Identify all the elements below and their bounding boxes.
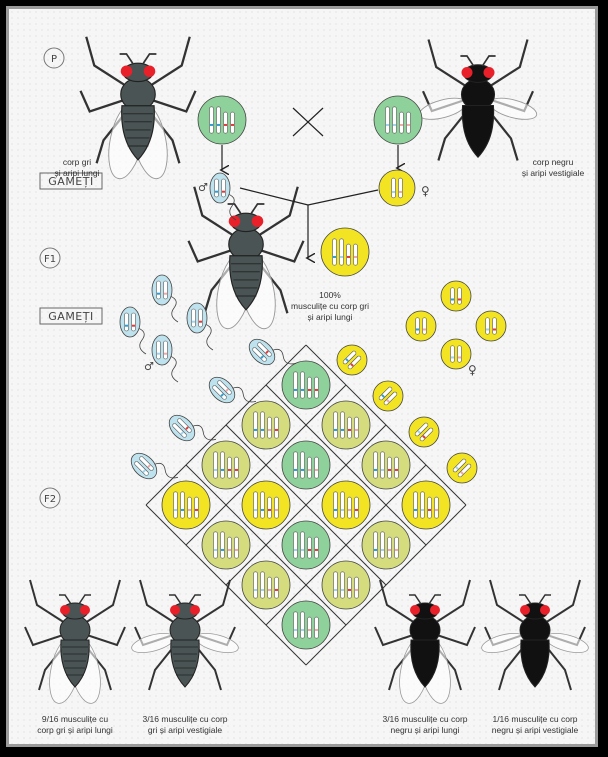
punnett-cell xyxy=(321,480,371,530)
genotype-f1 xyxy=(320,227,370,277)
generation-label-f2: F2 xyxy=(44,494,56,505)
fly-f2-gray-vestigial xyxy=(131,579,239,691)
punnett-cell xyxy=(241,400,291,450)
punnett-gamete-female xyxy=(446,452,478,484)
punnett-gamete-male xyxy=(248,338,297,366)
male-symbol: ♂ xyxy=(198,181,208,194)
punnett-cell xyxy=(161,480,211,530)
punnett-cell xyxy=(401,480,451,530)
punnett-cell xyxy=(281,520,331,570)
gametes-label-f1: GAMEȚI xyxy=(48,310,93,323)
f2-label-1: 3/16 musculițe cu corp xyxy=(142,714,227,724)
frame: P F1 F2 GAMEȚI GAMEȚI corp gri și aripi … xyxy=(6,6,598,747)
gamete-f1-female xyxy=(440,280,472,312)
f1-label-3: și aripi lungi xyxy=(308,312,353,322)
gamete-f1-female xyxy=(475,310,507,342)
punnett-cell xyxy=(241,480,291,530)
parent-female-label-1: corp negru xyxy=(533,157,574,167)
grid-line xyxy=(265,464,427,626)
f2-label-2: negru și aripi lungi xyxy=(391,725,460,735)
genotype-parent-female xyxy=(373,95,423,145)
punnett-gamete-female xyxy=(336,344,368,376)
genotype-parent-male xyxy=(197,95,247,145)
punnett-cell xyxy=(361,520,411,570)
f2-label-2: corp gri și aripi lungi xyxy=(37,725,113,735)
gamete-f1-male xyxy=(119,306,147,355)
fly-f2-gray-long xyxy=(24,579,126,704)
punnett-cell xyxy=(281,440,331,490)
grid-line xyxy=(145,504,307,666)
f1-label-1: 100% xyxy=(319,290,341,300)
gamete-f1-male xyxy=(151,274,179,323)
grid-line xyxy=(225,424,387,586)
dihybrid-cross-diagram: P F1 F2 GAMEȚI GAMEȚI corp gri și aripi … xyxy=(24,36,589,735)
punnett-cell xyxy=(321,400,371,450)
punnett-cell xyxy=(321,560,371,610)
parent-male-label-2: și aripi lungi xyxy=(55,168,100,178)
punnett-cell xyxy=(281,360,331,410)
gamete-parent-male xyxy=(209,172,237,221)
grid-line xyxy=(185,464,347,626)
punnett-gamete-male xyxy=(208,376,257,404)
generation-label-p: P xyxy=(51,54,57,65)
punnett-cell xyxy=(281,600,331,650)
f2-label-2: negru și aripi vestigiale xyxy=(492,725,579,735)
grid-line xyxy=(305,504,467,666)
gamete-f1-female xyxy=(440,338,472,370)
cross-line-2 xyxy=(292,107,324,137)
f2-label-1: 3/16 musculițe cu corp xyxy=(382,714,467,724)
gametes-label-p: GAMEȚI xyxy=(48,175,93,188)
female-symbol-f1: ♀ xyxy=(468,363,477,377)
f2-label-2: gri și aripi vestigiale xyxy=(148,725,222,735)
fertilization-lines xyxy=(239,187,379,206)
f2-label-1: 1/16 musculițe cu corp xyxy=(492,714,577,724)
punnett-cell xyxy=(201,440,251,490)
female-symbol: ♀ xyxy=(421,184,430,198)
fly-parent-gray-long-wings xyxy=(79,36,197,180)
punnett-gamete-female xyxy=(372,380,404,412)
male-symbol-f1: ♂ xyxy=(144,360,154,373)
punnett-gamete-female xyxy=(408,416,440,448)
parent-male-label-1: corp gri xyxy=(63,157,91,167)
gamete-f1-male xyxy=(151,334,179,383)
fly-f2-black-vestigial xyxy=(481,579,589,691)
parent-female-label-2: și aripi vestigiale xyxy=(522,168,585,178)
generation-label-f1: F1 xyxy=(44,254,56,265)
punnett-cell xyxy=(201,520,251,570)
punnett-gamete-male xyxy=(168,414,217,442)
gamete-f1-male xyxy=(186,302,214,351)
fly-f1-gray-long-wings xyxy=(187,186,305,330)
punnett-cell xyxy=(241,560,291,610)
fly-f2-black-long xyxy=(374,579,476,704)
gamete-f1-female xyxy=(405,310,437,342)
punnett-cell xyxy=(361,440,411,490)
diagram-panel: P F1 F2 GAMEȚI GAMEȚI corp gri și aripi … xyxy=(9,9,595,744)
f1-label-2: musculițe cu corp gri xyxy=(291,301,369,311)
punnett-gamete-male xyxy=(130,452,179,480)
fly-parent-black-vestigial-wings xyxy=(418,39,538,161)
gamete-parent-female xyxy=(378,169,416,207)
f2-label-1: 9/16 musculițe cu xyxy=(42,714,108,724)
